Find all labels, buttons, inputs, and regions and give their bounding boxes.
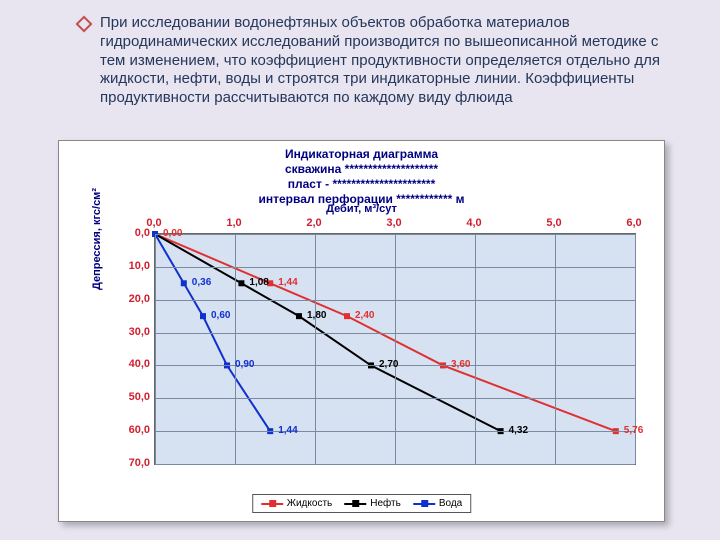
data-label: 3,60 — [451, 359, 470, 370]
y-axis-title: Депрессия, кгс/см² — [91, 188, 103, 290]
y-tick-label: 70,0 — [124, 457, 150, 469]
data-label: 2,70 — [379, 359, 398, 370]
x-axis-title: Дебит, м³/сут — [326, 203, 397, 215]
y-tick-label: 20,0 — [124, 293, 150, 305]
data-label: 2,40 — [355, 310, 374, 321]
data-label: 1,44 — [278, 425, 297, 436]
data-label: 1,08 — [249, 277, 268, 288]
series-marker — [344, 313, 350, 319]
y-tick-label: 0,0 — [124, 227, 150, 239]
y-tick-label: 10,0 — [124, 260, 150, 272]
y-tick-label: 50,0 — [124, 391, 150, 403]
legend: Жидкость Нефть Вода — [252, 494, 472, 513]
series-marker — [238, 280, 244, 286]
x-tick-label: 5,0 — [546, 217, 561, 229]
indicator-chart: Индикаторная диаграмма скважина ********… — [58, 140, 665, 522]
data-label: 1,80 — [307, 310, 326, 321]
data-label: 1,44 — [278, 277, 297, 288]
chart-title: Индикаторная диаграмма скважина ********… — [59, 147, 664, 207]
y-tick-label: 40,0 — [124, 358, 150, 370]
paragraph-text: При исследовании водонефтяных объектов о… — [100, 14, 660, 108]
legend-item-liquid: Жидкость — [261, 498, 333, 509]
y-tick-label: 60,0 — [124, 424, 150, 436]
title-line-3: пласт - ********************** — [59, 177, 664, 192]
x-tick-label: 6,0 — [626, 217, 641, 229]
series-marker — [181, 280, 187, 286]
title-line-2: скважина ******************** — [59, 162, 664, 177]
data-label: 0,60 — [211, 310, 230, 321]
legend-item-water: Вода — [413, 498, 462, 509]
data-label: 0,00 — [163, 228, 182, 239]
series-marker — [200, 313, 206, 319]
data-label: 0,36 — [192, 277, 211, 288]
series-marker — [296, 313, 302, 319]
data-label: 0,90 — [235, 359, 254, 370]
title-line-1: Индикаторная диаграмма — [59, 147, 664, 162]
legend-label-water: Вода — [439, 498, 462, 509]
data-label: 4,32 — [509, 425, 528, 436]
legend-label-liquid: Жидкость — [287, 498, 333, 509]
x-tick-label: 2,0 — [306, 217, 321, 229]
legend-label-oil: Нефть — [370, 498, 401, 509]
y-tick-label: 30,0 — [124, 326, 150, 338]
x-tick-label: 3,0 — [386, 217, 401, 229]
bullet-icon — [76, 16, 93, 33]
x-tick-label: 4,0 — [466, 217, 481, 229]
data-label: 5,76 — [624, 425, 643, 436]
x-tick-label: 1,0 — [226, 217, 241, 229]
plot-area: 0,001,442,403,605,761,081,802,704,320,36… — [154, 233, 636, 465]
legend-item-oil: Нефть — [344, 498, 401, 509]
